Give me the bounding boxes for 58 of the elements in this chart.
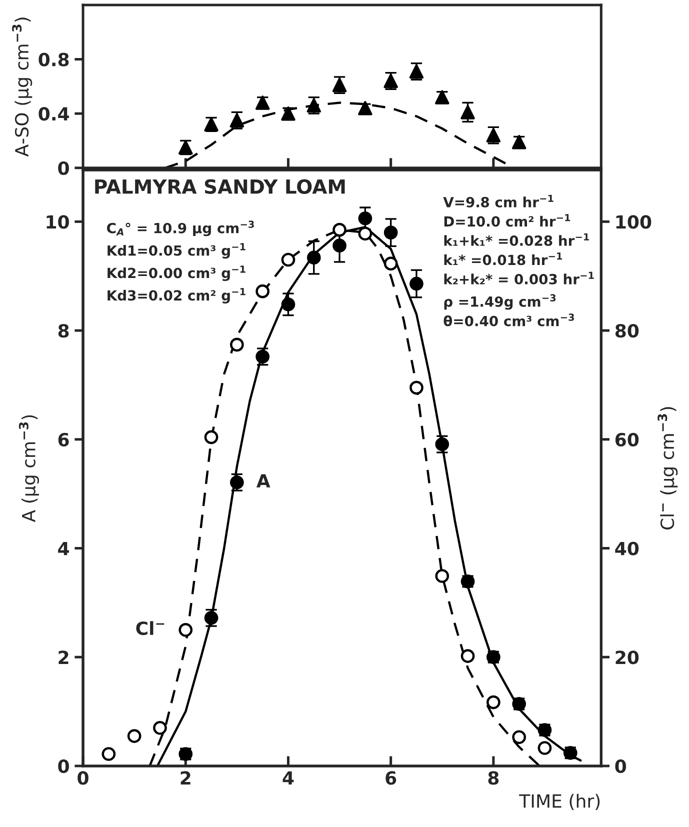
point [153,720,167,735]
point [384,226,398,240]
y2-tick-label: 100 [616,215,652,229]
point [102,747,116,761]
y-axis-title: A-SO (µg cm$^{−3}$) [12,18,32,157]
annotation: Cl$^{−}$ [136,621,164,636]
text: C$_{A}$° = 10.9 µg cm$^{−3}$ Kd1=0.05 cm³ g$^{−1}$ Kd2=0.00 cm³ g$^{−1}$ Kd3=0.02 cm² g$^{−1}$ [107,220,254,304]
y2-tick-label: 0 [615,759,626,774]
point [512,134,526,150]
x-tick-label: 8 [488,771,499,785]
point [512,730,526,744]
point [281,106,296,121]
point [460,105,475,120]
y2-tick-label: 80 [615,324,639,338]
y-tick-label: 6 [58,432,69,446]
y2-tick-label: 60 [615,432,639,446]
point [256,284,270,298]
point [332,222,346,237]
x-tick-label: 4 [282,771,294,785]
y-axis-title: A (µg cm$^{−3}$) [18,415,39,522]
x-axis-title: TIME (hr) [519,794,600,810]
point [358,211,372,226]
y-tick-label: 0.8 [38,52,69,66]
y2-axis-title: Cl$^{−}$ (µg cm$^{−3}$) [658,407,678,530]
x-tick-label: 6 [386,771,396,785]
y2-tick-label: 40 [615,542,639,556]
y-tick-label: 0 [58,161,69,175]
point [306,250,321,264]
point [127,729,142,743]
point [204,430,218,444]
point [358,226,372,241]
y-tick-label: 2 [58,650,68,664]
y2-tick-label: 20 [616,650,639,664]
y-tick-label: 0 [58,759,69,774]
chart-title: PALMYRA SANDY LOAM [95,179,345,194]
point [460,649,475,663]
point [281,297,296,312]
point [230,338,244,352]
point [332,238,346,253]
point [435,90,450,104]
point [435,569,450,583]
point [178,622,193,637]
x-tick-label: 0 [78,771,88,785]
y-tick-label: 0.4 [38,107,69,121]
annotation: A [256,474,270,488]
point [358,101,372,116]
point [410,380,424,395]
text: V=9.8 cm hr$^{−1}$ D=10.0 cm² hr$^{−1}$ k₁+k₁* =0.028 hr$^{−1}$ k₁* =0.018 hr$^{−1}$ k₂+k₂* = 0.003 hr$^{−1}$ ρ =1.49g cm$^{−3}$ θ=0.40 cm³ cm$^{−3}$ [443,194,594,326]
y-tick-label: 10 [46,215,69,229]
y-tick-label: 8 [58,324,69,338]
point [486,695,500,710]
point [410,276,424,291]
point [255,96,270,110]
y-tick-label: 4 [58,542,69,556]
x-tick-label: 2 [180,771,190,785]
point [281,252,296,267]
point [384,256,398,270]
point [538,741,552,755]
